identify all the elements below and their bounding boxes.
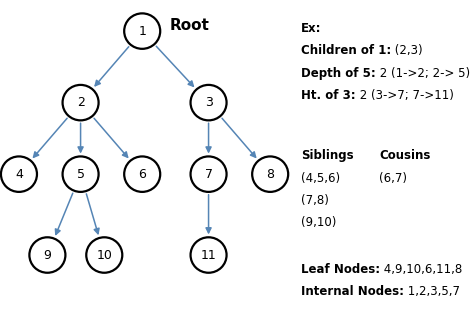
Ellipse shape: [63, 156, 99, 192]
Ellipse shape: [86, 237, 122, 273]
Text: Leaf Nodes:: Leaf Nodes:: [301, 263, 380, 276]
Text: 7: 7: [205, 168, 212, 181]
Text: Cousins: Cousins: [379, 149, 430, 162]
Text: Root: Root: [170, 18, 210, 33]
Ellipse shape: [124, 13, 160, 49]
Text: Children of 1:: Children of 1:: [301, 44, 391, 57]
Text: Depth of 5:: Depth of 5:: [301, 67, 376, 80]
Text: 10: 10: [96, 248, 112, 262]
Text: 8: 8: [266, 168, 274, 181]
Ellipse shape: [191, 85, 227, 120]
Text: 5: 5: [77, 168, 84, 181]
Text: 9: 9: [44, 248, 51, 262]
Text: (6,7): (6,7): [379, 172, 407, 185]
Text: 6: 6: [138, 168, 146, 181]
Text: (9,10): (9,10): [301, 216, 337, 230]
Text: 2 (1->2; 2-> 5): 2 (1->2; 2-> 5): [376, 67, 470, 80]
Ellipse shape: [1, 156, 37, 192]
Text: (2,3): (2,3): [391, 44, 423, 57]
Ellipse shape: [191, 156, 227, 192]
Ellipse shape: [252, 156, 288, 192]
Text: 1,2,3,5,7: 1,2,3,5,7: [404, 285, 460, 298]
Text: 4: 4: [15, 168, 23, 181]
Text: 11: 11: [201, 248, 217, 262]
Ellipse shape: [191, 237, 227, 273]
Text: Siblings: Siblings: [301, 149, 354, 162]
Text: 3: 3: [205, 96, 212, 109]
Ellipse shape: [124, 156, 160, 192]
Text: 4,9,10,6,11,8: 4,9,10,6,11,8: [380, 263, 462, 276]
Ellipse shape: [29, 237, 65, 273]
Text: Ex:: Ex:: [301, 22, 321, 35]
Text: 2: 2: [77, 96, 84, 109]
Text: 2 (3->7; 7->11): 2 (3->7; 7->11): [356, 89, 454, 102]
Text: (7,8): (7,8): [301, 194, 329, 207]
Text: 1: 1: [138, 25, 146, 38]
Text: Ht. of 3:: Ht. of 3:: [301, 89, 356, 102]
Ellipse shape: [63, 85, 99, 120]
Text: Internal Nodes:: Internal Nodes:: [301, 285, 404, 298]
Text: (4,5,6): (4,5,6): [301, 172, 340, 185]
